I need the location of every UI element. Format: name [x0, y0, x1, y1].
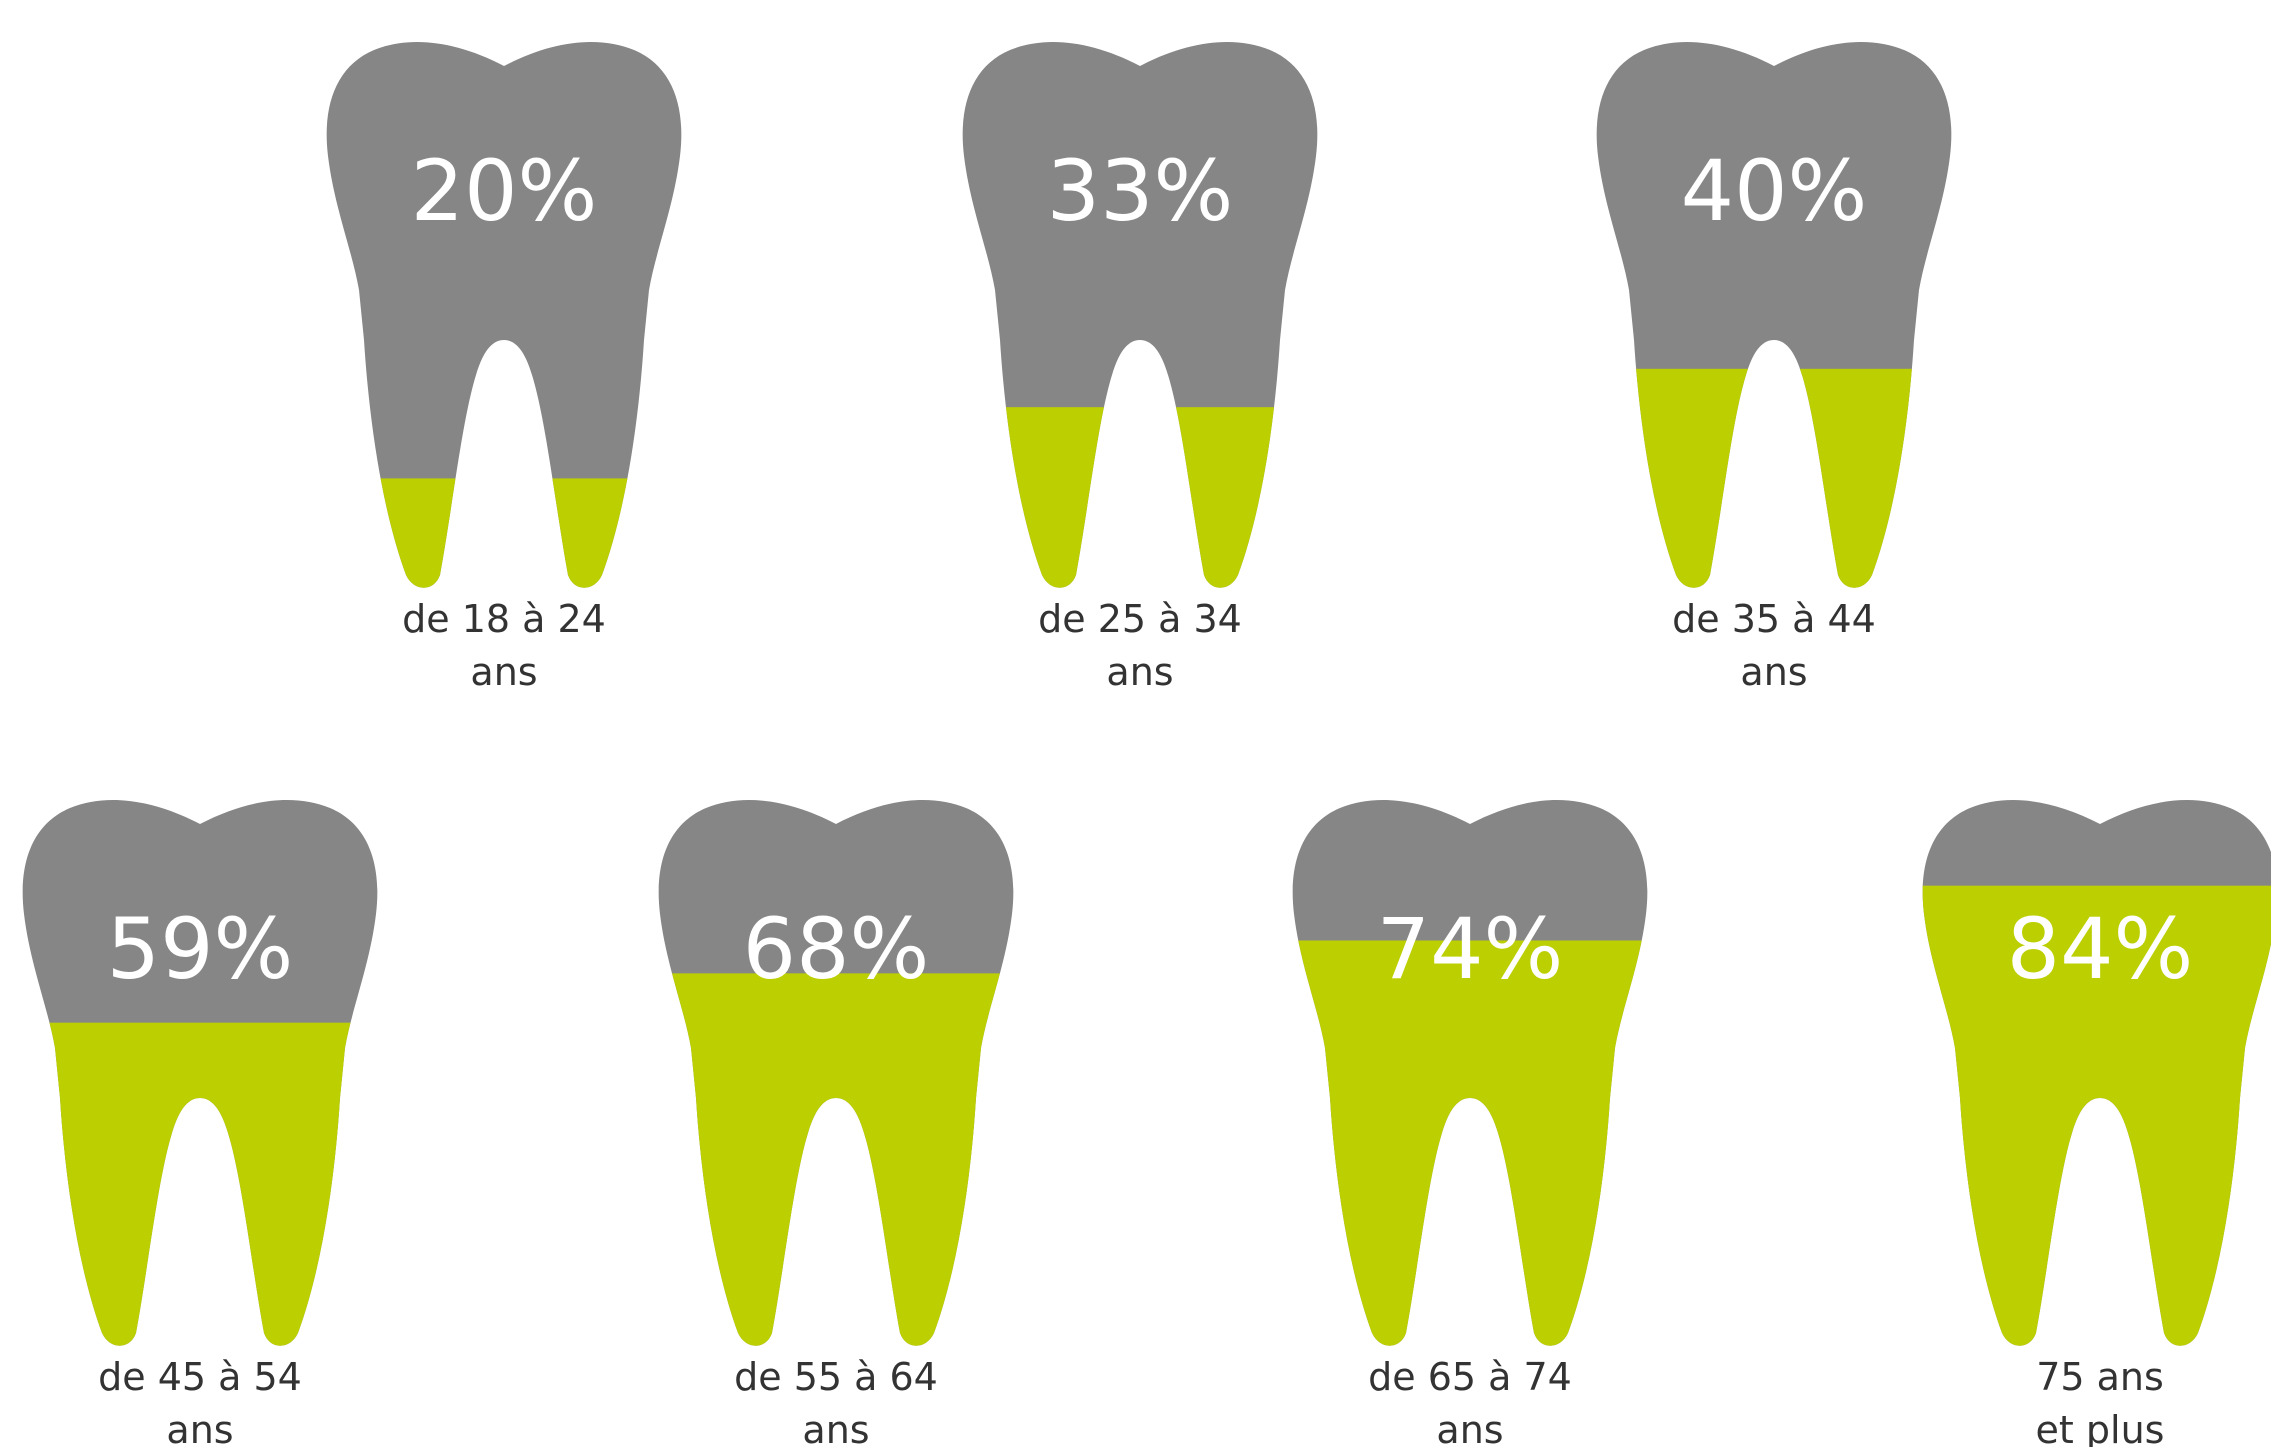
tooth-fill-level	[22, 1022, 378, 1346]
tooth-icon: 40% de 35 à 44 ans	[1596, 42, 1952, 694]
tooth-empty-part	[1596, 42, 1952, 588]
tooth-icon: 84% 75 ans et plus	[1922, 800, 2271, 1447]
tooth-fill-level	[658, 973, 1014, 1346]
percent-label: 68%	[743, 900, 930, 998]
percent-label: 74%	[1377, 900, 1564, 998]
age-group-label: ans	[1740, 650, 1807, 694]
age-group-label: ans	[1106, 650, 1173, 694]
age-group-label: ans	[166, 1408, 233, 1447]
tooth-icon: 74% de 65 à 74 ans	[1292, 800, 1648, 1447]
age-group-label: ans	[470, 650, 537, 694]
age-group-label: de 55 à 64	[734, 1355, 938, 1399]
percent-label: 40%	[1681, 142, 1868, 240]
age-group-label: de 45 à 54	[98, 1355, 302, 1399]
tooth-fill-level	[1292, 940, 1648, 1346]
age-group-label: de 65 à 74	[1368, 1355, 1572, 1399]
tooth-fill-level	[326, 478, 682, 588]
chart-marks: 20% de 18 à 24 ans 33% de 25 à 34 ans 40% de 35…	[22, 42, 2271, 1447]
age-group-label: de 18 à 24	[402, 597, 606, 641]
percent-label: 33%	[1047, 142, 1234, 240]
tooth-icon: 59% de 45 à 54 ans	[22, 800, 378, 1447]
tooth-icon: 20% de 18 à 24 ans	[326, 42, 682, 694]
tooth-fill-level	[1596, 368, 1952, 588]
age-group-label: de 35 à 44	[1672, 597, 1876, 641]
tooth-empty-part	[962, 42, 1318, 588]
tooth-icon: 33% de 25 à 34 ans	[962, 42, 1318, 694]
tooth-empty-part	[326, 42, 682, 588]
age-group-label: ans	[1436, 1408, 1503, 1447]
percent-label: 20%	[411, 142, 598, 240]
age-group-label: et plus	[2036, 1408, 2165, 1447]
percent-label: 84%	[2007, 900, 2194, 998]
tooth-fill-level	[962, 407, 1318, 588]
percent-label: 59%	[107, 900, 294, 998]
tooth-icon: 68% de 55 à 64 ans	[658, 800, 1014, 1447]
age-group-label: ans	[802, 1408, 869, 1447]
age-group-label: 75 ans	[2036, 1355, 2164, 1399]
age-group-label: de 25 à 34	[1038, 597, 1242, 641]
